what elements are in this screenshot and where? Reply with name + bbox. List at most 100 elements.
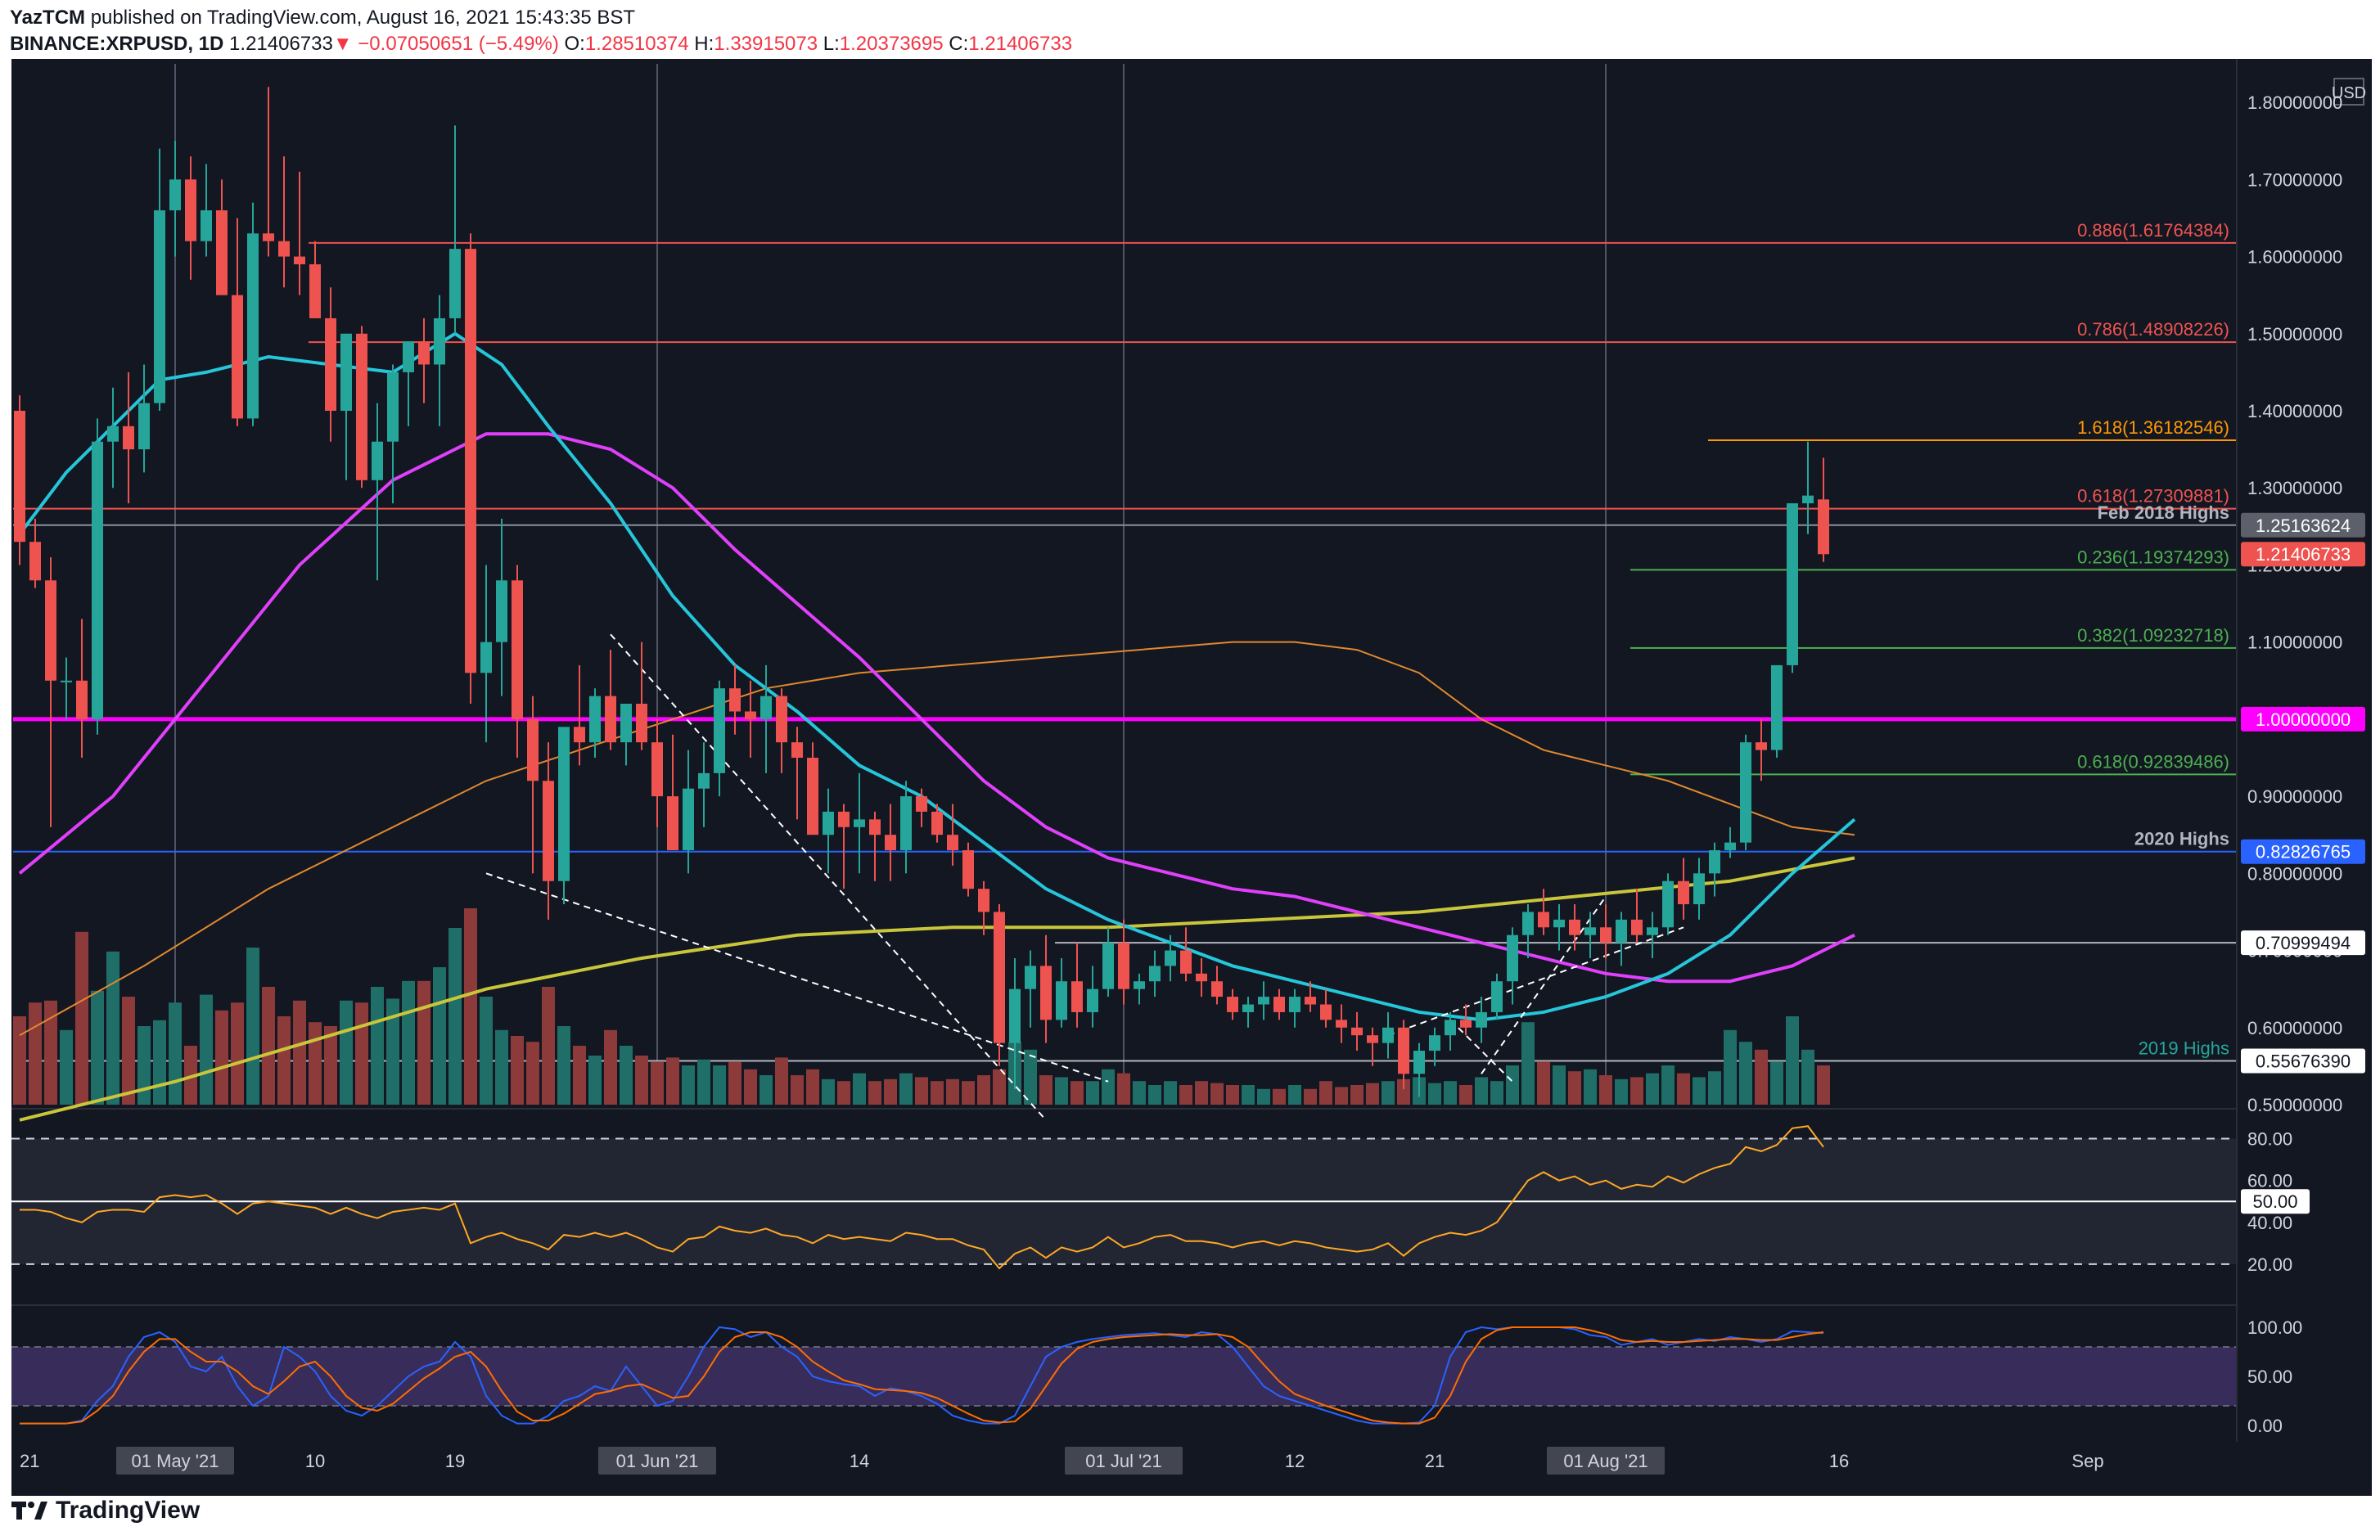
candle-body	[543, 781, 554, 881]
candle-body	[589, 696, 601, 743]
time-label-box	[116, 1447, 234, 1475]
volume-bar	[1195, 1081, 1208, 1105]
volume-bar	[293, 1000, 306, 1105]
time-axis	[11, 1442, 2372, 1483]
time-tick-label: 12	[1285, 1451, 1305, 1471]
volume-bar	[915, 1077, 928, 1105]
volume-bar	[1599, 1075, 1612, 1105]
candle-body	[1009, 988, 1021, 1043]
candle-body	[449, 249, 461, 318]
candle	[123, 371, 134, 504]
candle-body	[201, 210, 212, 241]
change-arrow-icon: ▼	[332, 33, 353, 55]
candle-body	[232, 295, 243, 419]
candle-body	[1413, 1051, 1425, 1074]
volume-bar	[1382, 1081, 1395, 1105]
candle	[838, 804, 850, 889]
volume-bar	[1677, 1073, 1690, 1105]
candle-body	[1802, 495, 1814, 504]
candle-body	[325, 317, 336, 411]
volume-bar	[1661, 1065, 1675, 1105]
time-label-box	[1547, 1447, 1665, 1475]
candle	[1227, 988, 1238, 1020]
candle-body	[574, 727, 585, 743]
candle	[201, 164, 212, 257]
candle	[216, 179, 228, 295]
candle-body	[1398, 1027, 1409, 1074]
rsi-tick-label: 50.00	[2252, 1191, 2297, 1212]
symbol-name[interactable]: BINANCE:XRPUSD, 1D	[10, 33, 224, 55]
price-label-box	[2241, 1048, 2365, 1074]
candle-body	[1460, 1020, 1472, 1028]
time-tick-label: 19	[445, 1451, 465, 1471]
candle	[480, 565, 492, 743]
candle-body	[683, 788, 694, 851]
candle-body	[107, 426, 119, 442]
volume-bar	[1071, 1081, 1084, 1105]
candle-body	[931, 811, 943, 835]
candle	[232, 218, 243, 426]
publish-info: YazTCM published on TradingView.com, Aug…	[10, 5, 2367, 31]
candle-body	[1709, 850, 1720, 874]
volume-bar	[13, 1016, 26, 1105]
publisher-name[interactable]: YazTCM	[10, 7, 86, 29]
candle-body	[1818, 499, 1829, 555]
price-tick-label: 1.50000000	[2247, 324, 2342, 344]
volume-bar	[153, 1020, 166, 1105]
volume-bar	[402, 980, 415, 1105]
volume-bar	[962, 1081, 975, 1105]
price-label: 1.25163624	[2256, 516, 2351, 536]
candle-body	[667, 796, 678, 851]
candle	[994, 904, 1005, 1066]
symbol-info: BINANCE:XRPUSD, 1D 1.21406733▼ −0.070506…	[10, 31, 2367, 57]
volume-bar	[1164, 1081, 1177, 1105]
volume-bar	[620, 1046, 633, 1105]
candle-body	[807, 758, 818, 835]
rsi-tick-label: 40.00	[2247, 1213, 2292, 1233]
candle-body	[1678, 880, 1689, 905]
candle	[372, 403, 383, 581]
volume-bar	[137, 1026, 151, 1105]
tradingview-logo-icon	[11, 1500, 49, 1521]
candle	[527, 696, 539, 874]
volume-bar	[464, 908, 477, 1105]
volume-bar	[122, 997, 135, 1105]
candle	[1616, 912, 1627, 966]
volume-bar	[651, 1061, 664, 1105]
volume-bar	[1739, 1042, 1752, 1105]
volume-bar	[868, 1081, 881, 1105]
volume-bar	[760, 1075, 773, 1105]
candle-body	[1631, 919, 1643, 935]
candle-body	[372, 441, 383, 480]
stoch-tick-label: 0.00	[2247, 1416, 2283, 1436]
candle	[1709, 842, 1720, 897]
candle-body	[558, 727, 570, 881]
candle-body	[1429, 1035, 1440, 1051]
candle	[1165, 934, 1176, 982]
rsi-label-box	[2241, 1189, 2310, 1214]
volume-bar	[931, 1081, 944, 1105]
volume-bar	[822, 1078, 835, 1105]
volume-bar	[29, 1002, 42, 1105]
candle-body	[620, 704, 632, 743]
volume-bar	[371, 987, 384, 1105]
candle-body	[527, 718, 539, 781]
candle-body	[1289, 997, 1300, 1012]
candle	[729, 664, 741, 735]
candle-body	[1740, 742, 1751, 843]
candle	[1740, 734, 1751, 851]
candle	[1491, 973, 1503, 1020]
volume-bar	[1117, 1073, 1130, 1105]
candle	[263, 87, 274, 257]
candle	[1118, 919, 1129, 1005]
candle-body	[869, 819, 881, 835]
candle	[1445, 1011, 1456, 1051]
candle	[683, 750, 694, 874]
candle-body	[14, 411, 25, 543]
tradingview-brand[interactable]: TradingView	[11, 1494, 200, 1527]
candle	[543, 742, 554, 920]
candle-body	[1102, 943, 1114, 989]
candle-body	[1693, 873, 1705, 905]
volume-bar	[309, 1022, 322, 1105]
